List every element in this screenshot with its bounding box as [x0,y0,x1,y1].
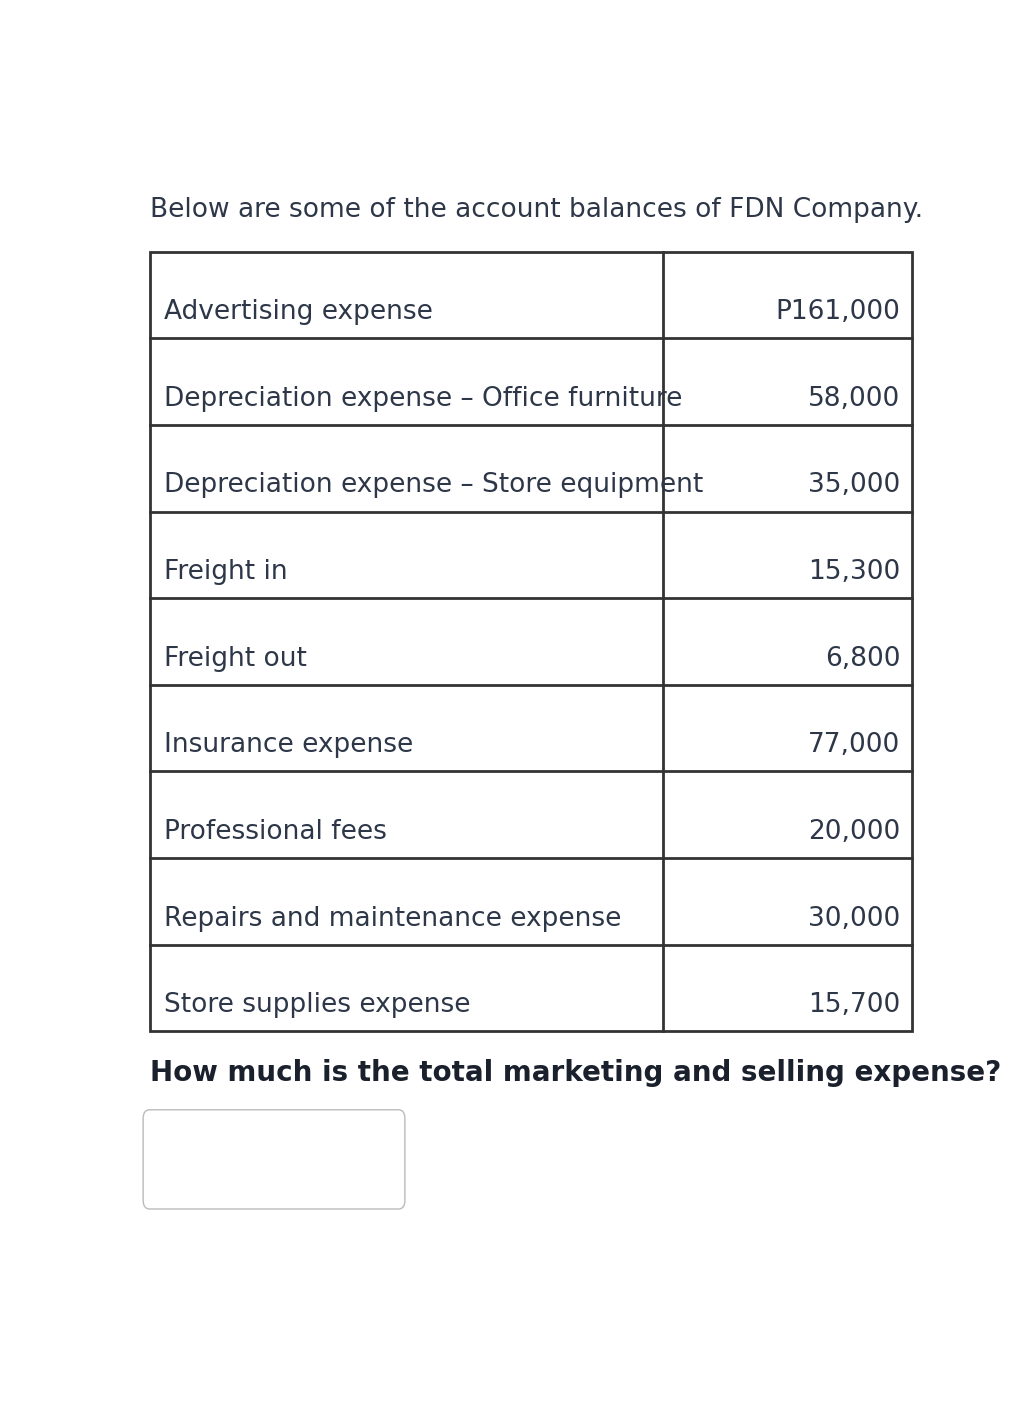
Text: Store supplies expense: Store supplies expense [164,993,470,1018]
Text: 58,000: 58,000 [808,385,900,412]
Text: 35,000: 35,000 [808,473,900,498]
Text: Professional fees: Professional fees [164,818,386,845]
Text: 30,000: 30,000 [808,906,900,932]
Text: Depreciation expense – Office furniture: Depreciation expense – Office furniture [164,385,683,412]
Text: Freight in: Freight in [164,559,288,585]
Bar [149,252,913,1031]
Text: 15,700: 15,700 [808,993,900,1018]
Text: 77,000: 77,000 [808,732,900,759]
Text: Depreciation expense – Store equipment: Depreciation expense – Store equipment [164,473,703,498]
Text: 15,300: 15,300 [808,559,900,585]
Text: Below are some of the account balances of FDN Company.: Below are some of the account balances o… [149,197,923,224]
Text: Repairs and maintenance expense: Repairs and maintenance expense [164,906,622,932]
Text: How much is the total marketing and selling expense?: How much is the total marketing and sell… [149,1059,1001,1086]
Text: 20,000: 20,000 [808,818,900,845]
Text: Advertising expense: Advertising expense [164,299,433,326]
Bar [149,252,913,1031]
Text: P161,000: P161,000 [775,299,900,326]
FancyBboxPatch shape [143,1110,405,1209]
Text: Insurance expense: Insurance expense [164,732,413,759]
Text: Freight out: Freight out [164,646,307,671]
Text: 6,800: 6,800 [825,646,900,671]
